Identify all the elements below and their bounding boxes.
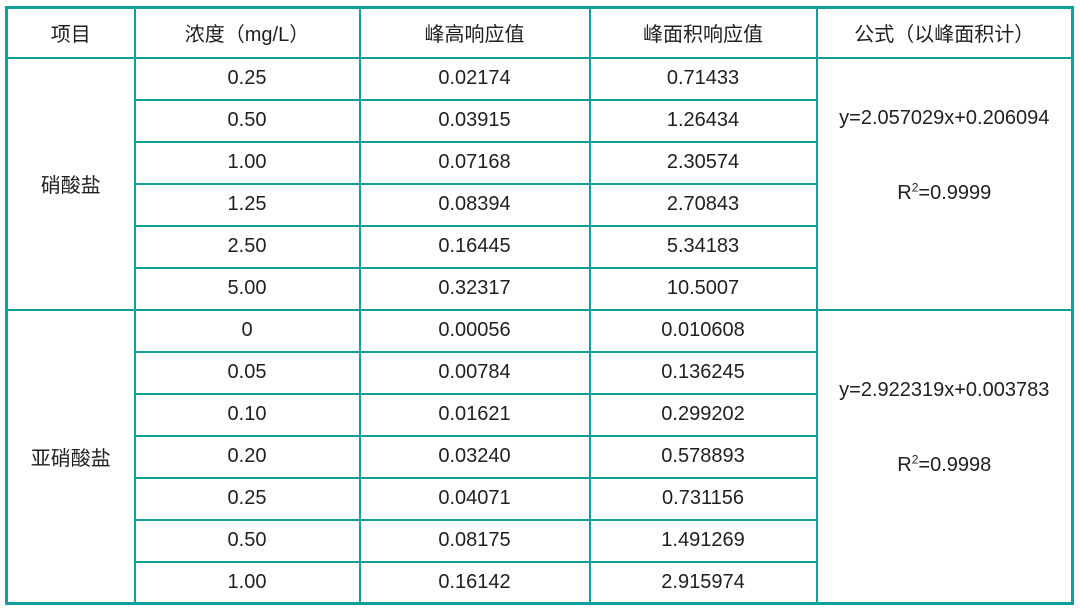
peak-area-cell: 0.731156 [588, 476, 818, 521]
peak-height-cell: 0.32317 [358, 266, 591, 311]
peak-height-cell: 0.08175 [358, 518, 591, 563]
r-squared-base: R [897, 181, 912, 204]
peak-height-cell: 0.02174 [358, 56, 591, 101]
header-peak-height: 峰高响应值 [358, 6, 591, 59]
data-row: 0.50 0.08175 1.491269 [7, 518, 1073, 563]
concentration-cell: 0.20 [133, 434, 361, 479]
data-row: 5.00 0.32317 10.5007 [7, 266, 1073, 311]
concentration-cell: 0.05 [133, 350, 361, 395]
peak-area-cell: 5.34183 [588, 224, 818, 269]
concentration-cell: 2.50 [133, 224, 361, 269]
concentration-cell: 0.25 [133, 56, 361, 101]
concentration-cell: 0 [133, 308, 361, 353]
data-row: 1.00 0.07168 2.30574 [7, 140, 1073, 185]
concentration-cell: 0.50 [133, 98, 361, 143]
data-row: 0.10 0.01621 0.299202 [7, 392, 1073, 437]
regression-equation: y=2.922319x+0.003783 [839, 379, 1050, 402]
r-squared-exponent: 2 [911, 179, 919, 194]
concentration-cell: 0.25 [133, 476, 361, 521]
peak-area-cell: 0.010608 [588, 308, 818, 353]
peak-area-cell: 10.5007 [588, 266, 818, 311]
peak-height-cell: 0.07168 [358, 140, 591, 185]
data-row: 2.50 0.16445 5.34183 [7, 224, 1073, 269]
header-item: 项目 [5, 6, 136, 59]
r-squared-exponent: 2 [911, 452, 919, 467]
calibration-table: 项目 浓度（mg/L） 峰高响应值 峰面积响应值 公式（以峰面积计） 硝酸盐 0.… [5, 6, 1074, 605]
peak-height-cell: 0.08394 [358, 182, 591, 227]
peak-height-cell: 0.03240 [358, 434, 591, 479]
formula-content: y=2.922319x+0.003783 R2=0.9998 [818, 311, 1072, 603]
peak-area-cell: 1.26434 [588, 98, 818, 143]
concentration-cell: 0.10 [133, 392, 361, 437]
data-row: 0.20 0.03240 0.578893 [7, 434, 1073, 479]
peak-height-cell: 0.00784 [358, 350, 591, 395]
peak-height-cell: 0.03915 [358, 98, 591, 143]
peak-area-cell: 1.491269 [588, 518, 818, 563]
peak-height-cell: 0.00056 [358, 308, 591, 353]
peak-area-cell: 0.71433 [588, 56, 818, 101]
peak-area-cell: 0.136245 [588, 350, 818, 395]
header-concentration: 浓度（mg/L） [133, 6, 361, 59]
peak-height-cell: 0.01621 [358, 392, 591, 437]
peak-height-cell: 0.16142 [358, 560, 591, 605]
concentration-cell: 1.00 [133, 140, 361, 185]
concentration-cell: 5.00 [133, 266, 361, 311]
item-cell: 亚硝酸盐 [5, 308, 136, 605]
header-row: 项目 浓度（mg/L） 峰高响应值 峰面积响应值 公式（以峰面积计） [5, 6, 1074, 59]
r-squared-value: R2=0.9999 [897, 179, 992, 205]
header-peak-area: 峰面积响应值 [588, 6, 818, 59]
peak-area-cell: 2.30574 [588, 140, 818, 185]
peak-area-cell: 2.70843 [588, 182, 818, 227]
data-row: 硝酸盐 0.25 0.02174 0.71433 y=2.057029x+0.20609… [5, 56, 1074, 311]
data-row: 亚硝酸盐 0 0.00056 0.010608 y=2.922319x+0.003783… [5, 308, 1074, 605]
concentration-cell: 0.50 [133, 518, 361, 563]
formula-cell: y=2.057029x+0.206094 R2=0.9999 [815, 56, 1074, 311]
formula-content: y=2.057029x+0.206094 R2=0.9999 [818, 59, 1072, 309]
peak-area-cell: 0.578893 [588, 434, 818, 479]
peak-height-cell: 0.04071 [358, 476, 591, 521]
data-row: 0.50 0.03915 1.26434 [7, 98, 1073, 143]
r-squared-base: R [897, 454, 912, 477]
regression-equation: y=2.057029x+0.206094 [839, 106, 1050, 129]
item-cell: 硝酸盐 [5, 56, 136, 311]
data-row: 0.05 0.00784 0.136245 [7, 350, 1073, 395]
r-squared-number: =0.9998 [918, 454, 992, 477]
formula-cell: y=2.922319x+0.003783 R2=0.9998 [815, 308, 1074, 605]
data-row: 1.25 0.08394 2.70843 [7, 182, 1073, 227]
header-formula: 公式（以峰面积计） [815, 6, 1074, 59]
concentration-cell: 1.00 [133, 560, 361, 605]
peak-height-cell: 0.16445 [358, 224, 591, 269]
concentration-cell: 1.25 [133, 182, 361, 227]
r-squared-number: =0.9999 [918, 181, 992, 204]
peak-area-cell: 0.299202 [588, 392, 818, 437]
data-row: 0.25 0.04071 0.731156 [7, 476, 1073, 521]
r-squared-value: R2=0.9998 [897, 454, 991, 477]
data-row: 1.00 0.16142 2.915974 [7, 560, 1073, 605]
peak-area-cell: 2.915974 [588, 560, 818, 605]
